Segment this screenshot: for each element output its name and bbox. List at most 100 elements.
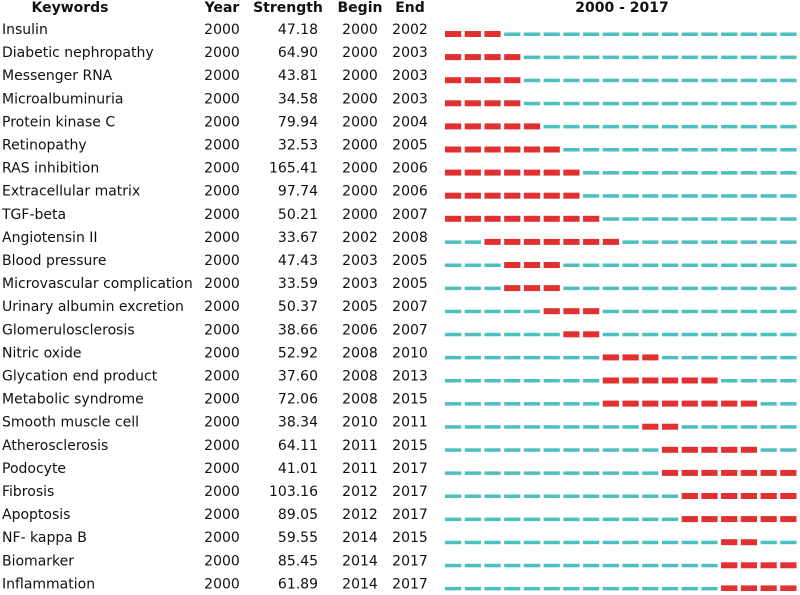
burst-segment (740, 585, 758, 592)
timeline-segment (504, 32, 521, 36)
burst-segment (721, 493, 738, 499)
timeline-segment (701, 425, 718, 429)
year: 2000 (204, 91, 240, 107)
timeline-segment (583, 124, 600, 129)
timeline-segment (602, 425, 619, 429)
year: 2000 (204, 184, 240, 200)
timeline-segment (622, 217, 639, 221)
timeline-segment (504, 563, 521, 568)
timeline-segment (464, 309, 481, 314)
timeline-segment (760, 240, 777, 244)
end: 2013 (392, 369, 428, 385)
end: 2008 (392, 230, 428, 246)
burst-segment (740, 539, 758, 546)
timeline-segment (445, 425, 462, 429)
year: 2000 (204, 322, 240, 338)
keyword: Blood pressure (2, 253, 106, 269)
timeline-segment (661, 586, 679, 591)
timeline-segment (523, 32, 541, 36)
strength: 50.37 (278, 299, 318, 315)
burst-segment (543, 169, 560, 176)
timeline-segment (642, 517, 659, 522)
burst-segment (642, 354, 659, 361)
timeline-segment (701, 194, 718, 198)
timeline-segment (563, 101, 580, 106)
timeline-segment (780, 240, 797, 244)
timeline-segment (464, 286, 481, 291)
burst-segment (563, 215, 580, 222)
keyword: Biomarker (2, 553, 74, 569)
timeline-segment (661, 217, 679, 221)
timeline-segment (484, 471, 501, 475)
burst-segment (583, 331, 600, 338)
strength: 72.06 (278, 392, 318, 408)
timeline-segment (523, 494, 541, 498)
timeline-segment (523, 332, 541, 337)
timeline-segment (622, 540, 639, 545)
year: 2000 (204, 484, 240, 500)
timeline-segment (602, 101, 619, 106)
timeline-segment (583, 517, 600, 522)
burst-segment (760, 585, 777, 592)
strength: 37.60 (278, 369, 318, 385)
timeline-segment (464, 494, 481, 498)
timeline-segment (780, 217, 797, 221)
timeline-segment (760, 217, 777, 221)
begin: 2010 (342, 415, 378, 431)
burst-segment (504, 77, 521, 84)
year: 2000 (204, 253, 240, 269)
burst-segment (602, 354, 619, 361)
timeline-segment (740, 32, 758, 36)
timeline-segment (445, 586, 462, 591)
burst-segment (504, 285, 521, 292)
timeline-segment (445, 355, 462, 360)
burst-segment (504, 146, 521, 153)
timeline-segment (642, 448, 659, 452)
timeline-segment (740, 124, 758, 129)
timeline-segment (642, 286, 659, 291)
timeline-segment (563, 55, 580, 60)
end: 2017 (392, 507, 428, 523)
burst-segment (760, 516, 777, 523)
timeline-segment (504, 471, 521, 475)
burst-segment (661, 377, 679, 384)
timeline-segment (543, 32, 560, 36)
end: 2007 (392, 322, 428, 338)
timeline-segment (464, 355, 481, 360)
burst-segment (445, 100, 462, 107)
timeline-segment (622, 101, 639, 106)
timeline-segment (681, 286, 698, 291)
timeline-segment (523, 586, 541, 591)
burst-segment (484, 77, 501, 84)
strength: 38.66 (278, 322, 318, 338)
timeline-segment (543, 494, 560, 498)
burst-segment (523, 238, 541, 245)
timeline-segment (563, 471, 580, 475)
strength: 64.90 (278, 45, 318, 61)
year: 2000 (204, 230, 240, 246)
burst-segment (780, 585, 797, 592)
timeline-segment (661, 563, 679, 568)
burst-segment (464, 215, 481, 222)
year: 2000 (204, 461, 240, 477)
end: 2017 (392, 484, 428, 500)
end: 2003 (392, 91, 428, 107)
timeline-segment (760, 55, 777, 60)
timeline-segment (740, 101, 758, 106)
timeline-segment (523, 379, 541, 383)
timeline-segment (721, 355, 738, 360)
burst-segment (504, 169, 521, 176)
timeline-segment (701, 540, 718, 545)
burst-segment (484, 192, 501, 199)
timeline-segment (622, 309, 639, 314)
burst-segment (721, 446, 738, 453)
year: 2000 (204, 68, 240, 84)
burst-segment (622, 354, 639, 361)
timeline-segment (445, 494, 462, 498)
header: Begin (338, 0, 383, 16)
timeline-segment (721, 101, 738, 106)
strength: 61.89 (278, 576, 318, 591)
timeline-segment (721, 124, 738, 129)
timeline-segment (681, 586, 698, 591)
